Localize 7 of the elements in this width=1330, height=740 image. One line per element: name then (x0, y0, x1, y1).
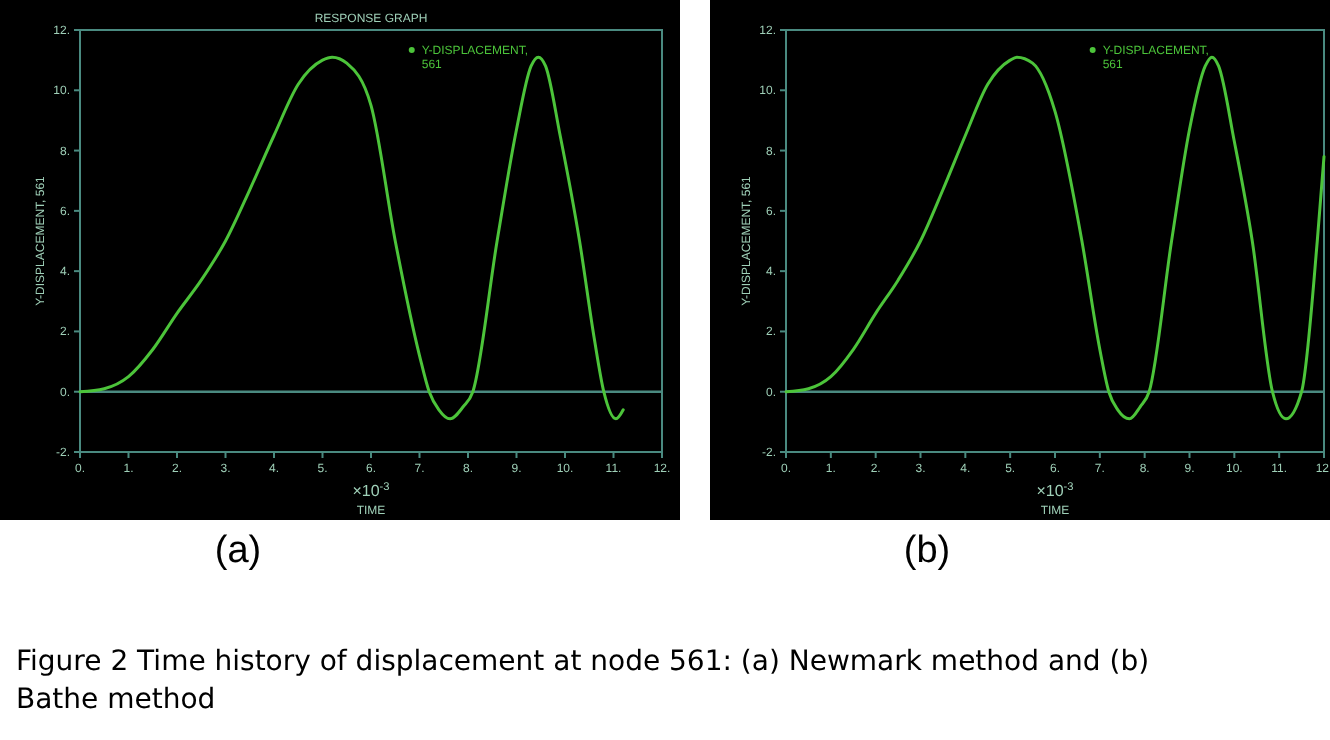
caption: Figure 2 Time history of displacement at node 561: (a) Newmark method and (b) Bathe method (16, 646, 1150, 716)
text: ×10$^{-3}$ (1036, 482, 1074, 500)
line-series (784, 55, 1326, 421)
line-series (78, 55, 625, 421)
text: ×10$^{-3}$ (352, 482, 390, 500)
text: (a) (214, 530, 262, 572)
text: (b) (903, 530, 951, 572)
